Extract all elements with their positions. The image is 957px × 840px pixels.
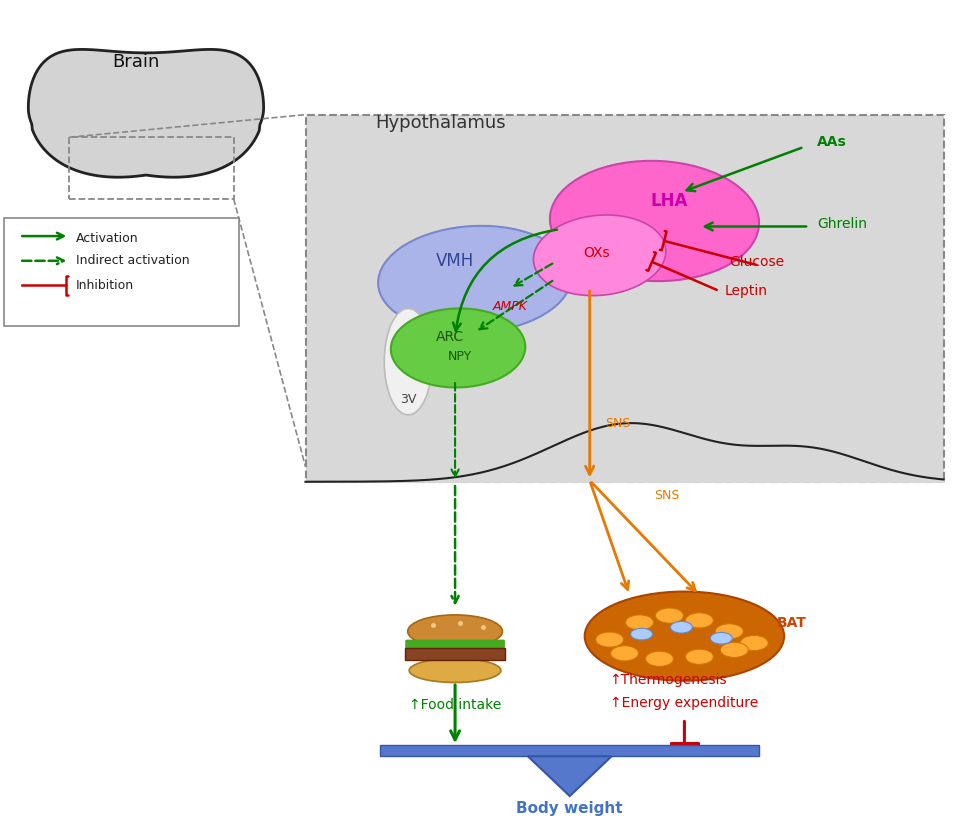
Polygon shape [528, 756, 612, 796]
Text: AAs: AAs [817, 134, 847, 149]
Text: Brain: Brain [112, 53, 160, 71]
Ellipse shape [390, 308, 525, 387]
Ellipse shape [533, 215, 666, 296]
FancyBboxPatch shape [5, 218, 238, 326]
Ellipse shape [685, 649, 713, 664]
Text: NPY: NPY [448, 349, 472, 363]
Ellipse shape [585, 591, 784, 680]
Text: ↑Thermogenesis: ↑Thermogenesis [610, 673, 727, 687]
Ellipse shape [408, 615, 502, 648]
Ellipse shape [646, 651, 674, 666]
Ellipse shape [595, 632, 624, 647]
FancyBboxPatch shape [405, 639, 505, 650]
Text: Leptin: Leptin [724, 284, 768, 298]
Text: ↑Food intake: ↑Food intake [409, 698, 501, 712]
Ellipse shape [611, 646, 638, 661]
Ellipse shape [656, 608, 683, 623]
Text: Hypothalamus: Hypothalamus [375, 114, 506, 133]
Text: AMPK: AMPK [493, 300, 527, 313]
Bar [405, 648, 505, 660]
Text: SNS: SNS [655, 489, 679, 502]
Ellipse shape [410, 659, 501, 682]
Ellipse shape [740, 636, 768, 650]
Ellipse shape [378, 226, 572, 333]
Text: VMH: VMH [436, 252, 474, 270]
Ellipse shape [685, 613, 713, 628]
Text: Activation: Activation [77, 232, 139, 244]
Ellipse shape [550, 160, 759, 281]
Text: Indirect activation: Indirect activation [77, 255, 189, 267]
Ellipse shape [671, 622, 692, 633]
Ellipse shape [721, 643, 748, 658]
Text: Glucose: Glucose [729, 255, 785, 269]
Text: OXs: OXs [584, 245, 610, 260]
Text: Ghrelin: Ghrelin [817, 217, 867, 231]
Text: Body weight: Body weight [517, 801, 623, 816]
Ellipse shape [385, 308, 433, 415]
Ellipse shape [631, 628, 653, 640]
Text: SNS: SNS [605, 417, 630, 430]
Text: 3V: 3V [400, 393, 416, 406]
Bar [305, 114, 944, 482]
Text: ARC: ARC [436, 330, 464, 344]
Text: Inhibition: Inhibition [77, 279, 134, 292]
Text: LHA: LHA [651, 192, 688, 210]
Ellipse shape [715, 624, 744, 639]
Ellipse shape [626, 615, 654, 630]
Text: BAT: BAT [777, 617, 807, 630]
Bar [69, 137, 234, 199]
Bar [380, 745, 759, 756]
Ellipse shape [710, 633, 732, 644]
Text: ↑Energy expenditure: ↑Energy expenditure [610, 696, 758, 710]
Polygon shape [29, 50, 263, 177]
